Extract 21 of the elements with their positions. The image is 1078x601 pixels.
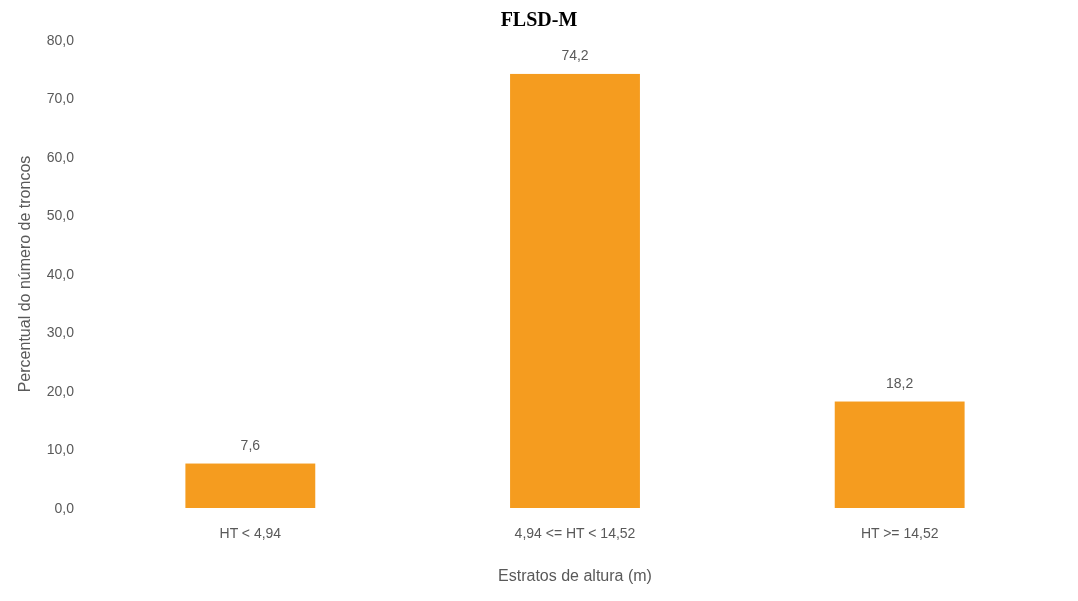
y-axis-title: Percentual do número de troncos <box>16 155 33 393</box>
x-tick-label: HT >= 14,52 <box>860 525 939 541</box>
x-tick-label: 4,94 <= HT < 14,52 <box>514 525 636 541</box>
bar <box>834 401 965 508</box>
y-tick-label: 20,0 <box>46 382 75 399</box>
data-label: 18,2 <box>886 374 914 391</box>
y-tick-label: 60,0 <box>46 148 75 165</box>
y-tick-label: 50,0 <box>46 207 75 224</box>
data-label: 74,2 <box>561 46 589 63</box>
y-tick-label: 0,0 <box>54 499 75 516</box>
bar <box>510 73 640 508</box>
bar <box>185 463 316 508</box>
x-axis-title: Estratos de altura (m) <box>498 567 652 584</box>
data-label: 7,6 <box>240 436 261 453</box>
y-tick-label: 10,0 <box>46 441 75 458</box>
x-tick-label: HT < 4,94 <box>219 525 282 541</box>
y-tick-label: 40,0 <box>46 265 75 282</box>
y-tick-label: 80,0 <box>46 31 75 48</box>
y-tick-label: 30,0 <box>46 324 75 341</box>
chart-title: FLSD-M <box>500 8 578 30</box>
y-tick-label: 70,0 <box>46 90 75 107</box>
